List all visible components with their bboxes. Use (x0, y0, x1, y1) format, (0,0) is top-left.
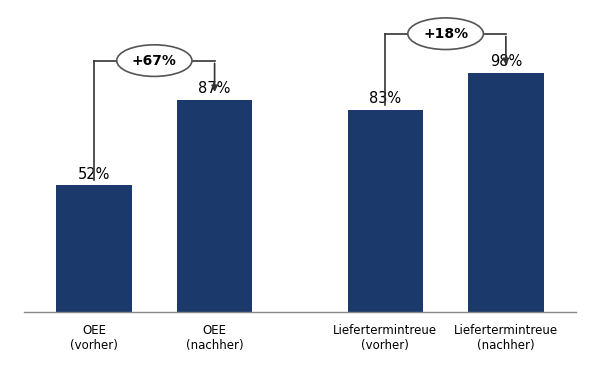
Text: +67%: +67% (132, 54, 177, 67)
Text: 87%: 87% (198, 81, 231, 96)
Bar (56, 185, 132, 312)
Bar (468, 73, 544, 312)
Text: +18%: +18% (423, 27, 468, 41)
Bar (177, 100, 252, 312)
Text: 52%: 52% (78, 166, 110, 182)
Bar (347, 109, 423, 312)
Text: 98%: 98% (489, 54, 522, 69)
Text: 83%: 83% (369, 91, 402, 106)
